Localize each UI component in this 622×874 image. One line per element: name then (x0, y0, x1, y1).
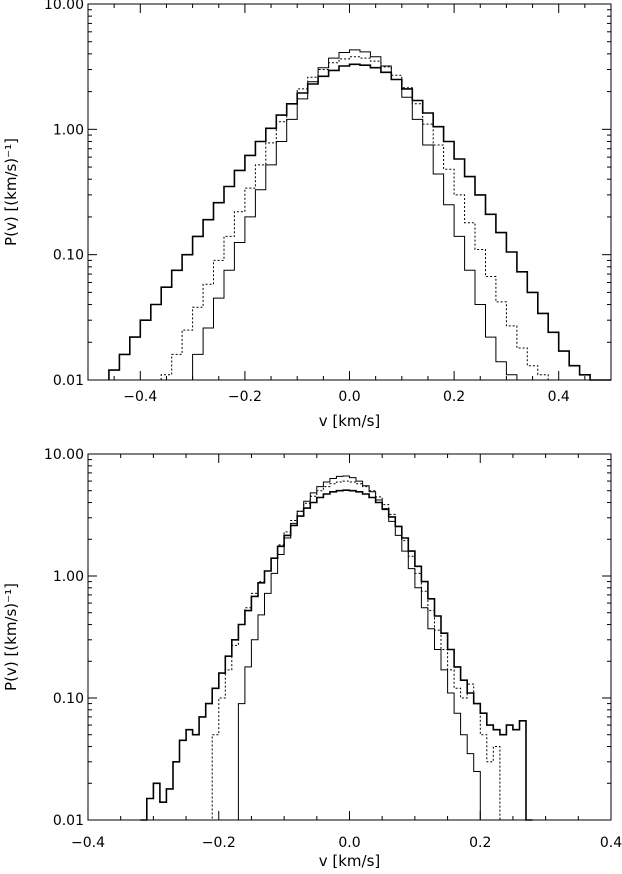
x-tick-label: 0.0 (338, 389, 360, 405)
x-axis-title: v [km/s] (319, 412, 381, 430)
series-dotted-line (160, 56, 559, 381)
x-tick-label: 0.4 (600, 835, 622, 851)
plot-frame (87, 3, 612, 381)
x-tick-label: −0.2 (202, 835, 236, 851)
series-solid-thin-line (231, 475, 487, 821)
y-tick-label: 1.00 (53, 569, 84, 585)
series-solid-thin-line (182, 49, 528, 381)
x-tick-label: −0.2 (228, 389, 262, 405)
x-tick-label: 0.0 (338, 835, 360, 851)
x-axis-title: v [km/s] (319, 852, 381, 870)
x-tick-label: 0.2 (443, 389, 465, 405)
x-tick-label: −0.4 (71, 835, 105, 851)
series-dotted-line (205, 480, 507, 821)
y-tick-label: 10.00 (44, 447, 84, 463)
x-tick-label: 0.2 (469, 835, 491, 851)
y-tick-label: 0.01 (53, 813, 84, 829)
series-solid-thick-line (140, 489, 533, 821)
series-solid-thick-line (108, 63, 611, 381)
y-tick-label: 0.01 (53, 373, 84, 389)
x-tick-label: 0.4 (548, 389, 570, 405)
y-tick-label: 1.00 (53, 122, 84, 138)
top-plot-panel: −0.4 −0.2 0.0 0.2 0.4 0.01 0.10 1.00 10.00 v [km/… (2, 0, 612, 430)
y-axis-title: P(v) [(km/s)⁻¹] (2, 583, 20, 691)
bottom-plot-panel: −0.4 −0.2 0.0 0.2 0.4 0.01 0.10 1.00 10.00 v [km/… (2, 447, 622, 870)
y-tick-label: 0.10 (53, 691, 84, 707)
x-tick-label: −0.4 (123, 389, 157, 405)
y-tick-label: 0.10 (53, 248, 84, 264)
y-axis-title: P(v) [(km/s)⁻¹] (2, 138, 20, 246)
plot-frame (87, 453, 612, 821)
y-tick-label: 10.00 (44, 0, 84, 13)
